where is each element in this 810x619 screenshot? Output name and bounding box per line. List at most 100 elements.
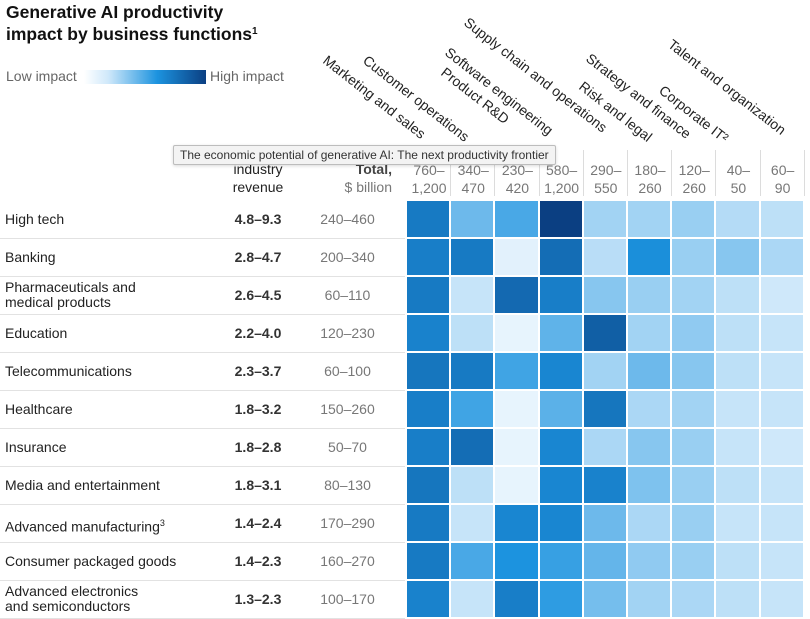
column-divider xyxy=(494,150,496,196)
row-label-line: Advanced electronics xyxy=(5,583,139,599)
column-divider xyxy=(582,150,584,196)
column-range-top: 760– xyxy=(413,162,445,178)
row-separator xyxy=(0,390,405,391)
heatmap-cell xyxy=(628,391,671,427)
column-range-top: 40– xyxy=(726,162,751,178)
heatmap-cell xyxy=(672,353,715,389)
heatmap-cell xyxy=(628,315,671,351)
row-separator xyxy=(0,504,405,505)
row-label-line: Pharmaceuticals and xyxy=(5,279,136,295)
heatmap-cell xyxy=(628,467,671,503)
total-header-text: Total, xyxy=(355,161,392,177)
column-range-top: 580– xyxy=(546,162,578,178)
heatmap-cell xyxy=(672,201,715,237)
row-separator xyxy=(0,580,405,581)
heatmap-cell xyxy=(716,391,759,427)
heatmap-cell xyxy=(672,581,715,617)
heatmap-cell xyxy=(495,353,538,389)
heatmap-cell xyxy=(672,467,715,503)
column-range-bottom: 470 xyxy=(461,180,485,196)
row-total-billion: 160–270 xyxy=(320,553,375,569)
heatmap-cell xyxy=(407,429,450,465)
row-separator xyxy=(0,466,405,467)
heatmap-cell xyxy=(672,277,715,313)
heatmap-cell xyxy=(628,353,671,389)
heatmap-cell xyxy=(407,543,450,579)
heatmap-cell xyxy=(495,505,538,541)
heatmap-cell xyxy=(628,543,671,579)
row-revenue-impact: 1.4–2.3 xyxy=(234,553,282,569)
row-total-billion: 50–70 xyxy=(328,439,367,455)
heatmap-cell xyxy=(539,581,582,617)
heatmap-cell xyxy=(583,277,626,313)
legend-gradient xyxy=(84,70,206,84)
row-revenue-impact: 2.8–4.7 xyxy=(234,249,282,265)
heatmap-cell xyxy=(716,277,759,313)
heatmap-cell xyxy=(451,353,494,389)
heatmap-cell xyxy=(407,391,450,427)
row-separator xyxy=(0,428,405,429)
row-label-line: Banking xyxy=(5,248,56,265)
heatmap-cell xyxy=(539,277,582,313)
column-range-top: 230– xyxy=(501,162,533,178)
column-range-bottom: 260 xyxy=(638,180,662,196)
heatmap-cell xyxy=(539,239,582,275)
heatmap-cell xyxy=(716,353,759,389)
row-label: Telecommunications xyxy=(5,363,132,379)
row-label: Education xyxy=(5,325,67,341)
heatmap-cell xyxy=(628,429,671,465)
row-label: Insurance xyxy=(5,439,66,455)
heatmap-cell xyxy=(760,277,803,313)
heatmap-cell xyxy=(583,581,626,617)
heatmap-cell xyxy=(451,315,494,351)
row-label: Consumer packaged goods xyxy=(5,552,177,569)
heatmap-cell xyxy=(583,201,626,237)
column-divider xyxy=(759,150,761,196)
heatmap-cell xyxy=(583,467,626,503)
legend-low-label: Low impact xyxy=(6,68,77,84)
row-label-line: medical products xyxy=(5,294,111,310)
row-total-billion: 60–100 xyxy=(324,363,371,379)
heatmap-cell xyxy=(583,505,626,541)
heatmap-cell xyxy=(539,467,582,503)
row-total-billion: 170–290 xyxy=(320,515,375,531)
heatmap-cell xyxy=(451,581,494,617)
heatmap-cell xyxy=(539,429,582,465)
heatmap-cell xyxy=(760,543,803,579)
heatmap-cell xyxy=(760,391,803,427)
heatmap-cell xyxy=(760,353,803,389)
column-range-top: 60– xyxy=(770,162,795,178)
total-header-line2: $ billion xyxy=(344,179,392,195)
heatmap-cell xyxy=(716,239,759,275)
heatmap-cell xyxy=(672,505,715,541)
heatmap-cell xyxy=(760,429,803,465)
row-separator xyxy=(0,314,405,315)
heatmap-cell xyxy=(672,239,715,275)
row-label-line: Media and entertainment xyxy=(5,476,160,493)
heatmap-cell xyxy=(451,391,494,427)
row-separator xyxy=(0,238,405,239)
row-total-billion: 80–130 xyxy=(324,477,371,493)
heatmap-cell xyxy=(760,239,803,275)
column-range-bottom: 1,200 xyxy=(411,180,447,196)
column-range-bottom: 90 xyxy=(774,180,791,196)
heatmap-cell xyxy=(760,581,803,617)
row-total-billion: 60–110 xyxy=(324,287,371,303)
row-label-line: Consumer packaged goods xyxy=(5,552,177,569)
row-label: Media and entertainment xyxy=(5,476,160,493)
heatmap-cell xyxy=(407,467,450,503)
row-separator xyxy=(0,352,405,353)
row-label: Pharmaceuticals and medical products xyxy=(5,280,136,310)
heatmap-cell xyxy=(407,277,450,313)
row-revenue-impact: 1.4–2.4 xyxy=(234,515,282,531)
heatmap-cell xyxy=(583,543,626,579)
heatmap-cell xyxy=(407,239,450,275)
row-footnote: 3 xyxy=(159,517,165,528)
row-revenue-impact: 2.6–4.5 xyxy=(234,287,282,303)
row-revenue-impact: 1.3–2.3 xyxy=(234,591,282,607)
column-divider xyxy=(671,150,673,196)
heatmap-cell xyxy=(539,543,582,579)
heatmap-cell xyxy=(407,315,450,351)
heatmap-cell xyxy=(716,581,759,617)
column-divider xyxy=(627,150,628,196)
